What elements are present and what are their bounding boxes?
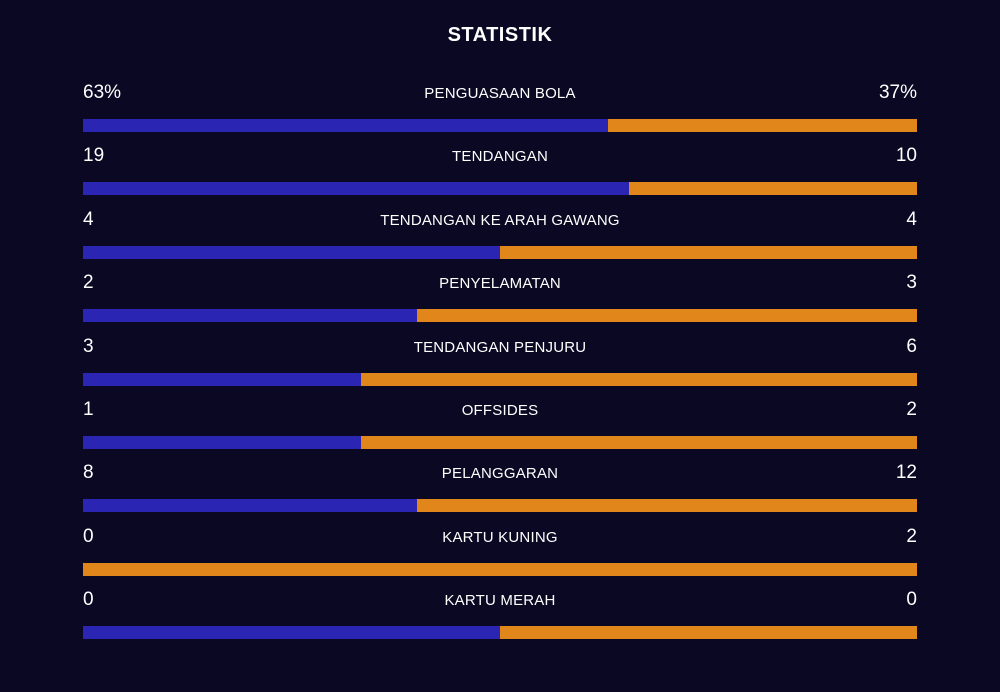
home-value: 0	[83, 589, 94, 611]
away-bar-segment	[416, 499, 917, 513]
home-value: 2	[83, 272, 94, 294]
stat-row-corners: 3 TENDANGAN PENJURU 6	[83, 335, 917, 398]
away-value: 10	[895, 145, 917, 167]
home-bar-segment	[83, 435, 361, 449]
stat-label: PENYELAMATAN	[439, 275, 561, 293]
home-value: 19	[83, 145, 105, 167]
away-value: 6	[906, 335, 917, 357]
comparison-bar	[83, 119, 917, 132]
comparison-bar	[83, 626, 917, 640]
away-value: 2	[906, 525, 917, 547]
home-value: 4	[83, 208, 94, 230]
stat-label: PELANGGARAN	[441, 465, 559, 483]
away-value: 4	[906, 208, 917, 230]
away-bar-segment	[83, 562, 917, 576]
statistics-title: STATISTIK	[447, 24, 553, 46]
stat-label: PENGUASAAN BOLA	[424, 85, 576, 102]
stat-label: KARTU KUNING	[442, 528, 558, 546]
stat-row-red-cards: 0 KARTU MERAH 0	[83, 588, 917, 651]
away-bar-segment	[500, 245, 917, 259]
home-value: 63%	[83, 82, 122, 103]
away-value: 12	[895, 462, 917, 484]
stat-label: TENDANGAN	[452, 148, 548, 166]
comparison-bar	[83, 499, 917, 513]
home-bar-segment	[83, 309, 417, 323]
stat-row-offsides: 1 OFFSIDES 2	[83, 398, 917, 461]
home-bar-segment	[83, 626, 500, 640]
comparison-bar	[83, 245, 917, 259]
away-bar-segment	[360, 372, 917, 386]
away-value: 37%	[878, 82, 917, 103]
stat-label: TENDANGAN KE ARAH GAWANG	[380, 211, 620, 229]
away-value: 2	[906, 398, 917, 420]
away-bar-segment	[360, 435, 917, 449]
stats-list: 63% PENGUASAAN BOLA 37% 19 TENDANGAN 1 0 …	[83, 81, 917, 652]
stat-row-possession: 63% PENGUASAAN BOLA 37%	[83, 81, 917, 144]
away-bar-segment	[416, 309, 917, 323]
stat-row-shots: 19 TENDANGAN 10	[83, 144, 917, 207]
comparison-bar	[83, 562, 917, 576]
comparison-bar	[83, 309, 917, 323]
stat-row-fouls: 8 PELANGGARAN 12	[83, 461, 917, 524]
comparison-bar	[83, 182, 917, 196]
home-bar-segment	[83, 499, 417, 513]
home-value: 3	[83, 335, 94, 357]
comparison-bar	[83, 372, 917, 386]
stat-row-shots-on-target: 4 TENDANGAN KE ARAH GAWANG 4	[83, 208, 917, 271]
home-value: 8	[83, 462, 94, 484]
stat-row-saves: 2 PENYELAMATAN 3	[83, 271, 917, 334]
away-value: 0	[906, 589, 917, 611]
stat-row-yellow-cards: 0 KARTU KUNING 2	[83, 525, 917, 588]
home-value: 1	[83, 398, 94, 420]
home-value: 0	[83, 525, 94, 547]
home-bar-segment	[83, 119, 609, 132]
away-value: 3	[906, 272, 917, 294]
home-bar-segment	[83, 372, 361, 386]
comparison-bar	[83, 435, 917, 449]
stat-label: OFFSIDES	[461, 401, 539, 419]
stat-label: KARTU MERAH	[444, 592, 556, 610]
away-bar-segment	[608, 119, 917, 132]
home-bar-segment	[83, 245, 500, 259]
away-bar-segment	[500, 626, 917, 640]
stat-label: TENDANGAN PENJURU	[413, 338, 587, 356]
away-bar-segment	[629, 182, 917, 196]
home-bar-segment	[83, 182, 630, 196]
